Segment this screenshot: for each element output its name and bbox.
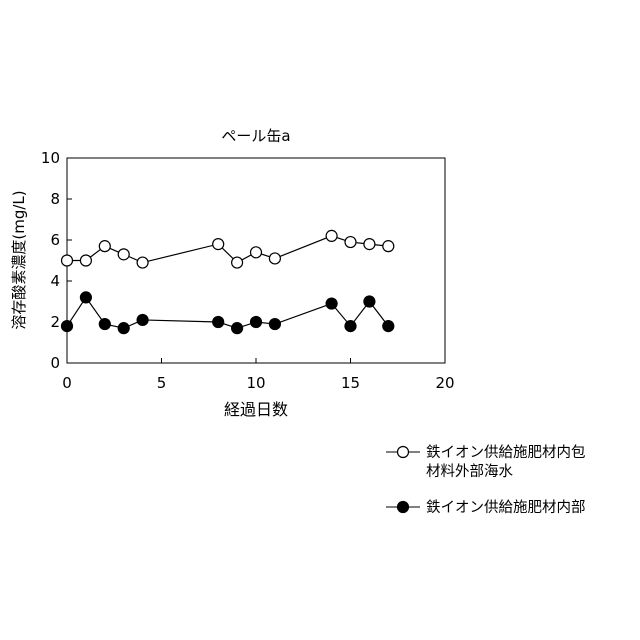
data-point — [62, 255, 73, 266]
data-point — [269, 319, 280, 330]
data-point — [269, 253, 280, 264]
data-point — [80, 292, 91, 303]
legend-label-filled: 鉄イオン供給施肥材内部 — [426, 499, 586, 516]
data-point — [99, 319, 110, 330]
data-point — [345, 321, 356, 332]
x-axis-label: 経過日数 — [224, 400, 288, 419]
x-tick-label: 20 — [435, 374, 454, 392]
legend-label-open-line1: 鉄イオン供給施肥材内包 — [426, 444, 586, 461]
y-tick-label: 6 — [50, 231, 60, 249]
data-point — [118, 323, 129, 334]
series-line — [67, 236, 388, 263]
data-point — [345, 237, 356, 248]
data-point — [213, 239, 224, 250]
y-tick-label: 2 — [50, 313, 60, 331]
data-point — [137, 257, 148, 268]
y-tick-label: 4 — [50, 272, 60, 290]
series-open-circle — [62, 230, 394, 268]
legend-item-open: 鉄イオン供給施肥材内包 材料外部海水 — [386, 444, 586, 480]
data-point — [213, 317, 224, 328]
x-tick-label: 10 — [246, 374, 265, 392]
x-tick-label: 15 — [341, 374, 360, 392]
y-tick-label: 8 — [50, 190, 60, 208]
data-point — [383, 241, 394, 252]
x-tick-label: 0 — [62, 374, 72, 392]
data-point — [251, 247, 262, 258]
y-tick-label: 10 — [41, 149, 60, 167]
legend: 鉄イオン供給施肥材内包 材料外部海水 鉄イオン供給施肥材内部 — [386, 444, 586, 516]
legend-marker-filled-circle — [398, 502, 409, 513]
x-tick-label: 5 — [157, 374, 167, 392]
data-point — [326, 230, 337, 241]
data-point — [251, 317, 262, 328]
data-point — [326, 298, 337, 309]
legend-label-open-line2: 材料外部海水 — [426, 463, 513, 480]
data-point — [383, 321, 394, 332]
legend-item-filled: 鉄イオン供給施肥材内部 — [386, 499, 586, 516]
series-layer — [62, 230, 394, 333]
data-point — [364, 296, 375, 307]
series-filled-circle — [62, 292, 394, 334]
data-point — [232, 323, 243, 334]
data-point — [80, 255, 91, 266]
legend-marker-open-circle — [398, 447, 409, 458]
data-point — [232, 257, 243, 268]
data-point — [137, 314, 148, 325]
y-axis-label: 溶存酸素濃度(mg/L) — [10, 190, 28, 329]
y-tick-label: 0 — [50, 354, 60, 372]
series-line — [67, 297, 388, 328]
data-point — [99, 241, 110, 252]
data-point — [364, 239, 375, 250]
data-point — [118, 249, 129, 260]
data-point — [62, 321, 73, 332]
chart-title: ペール缶a — [221, 127, 290, 145]
